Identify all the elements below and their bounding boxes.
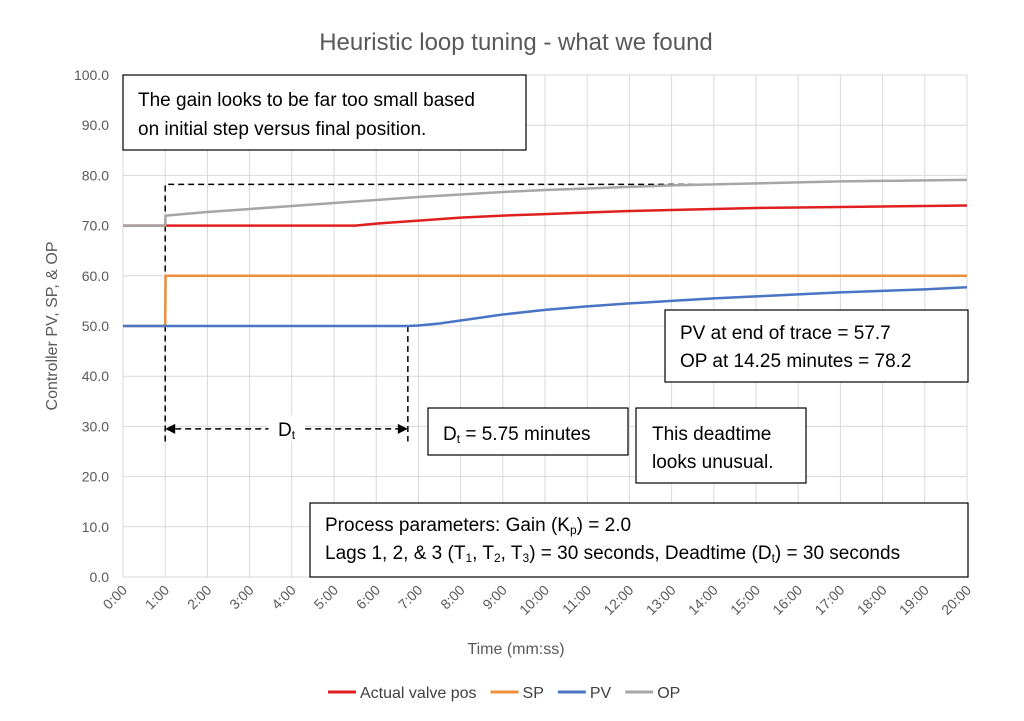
x-tick-label: 15:00	[727, 582, 763, 618]
x-tick-label: 0:00	[100, 582, 131, 613]
y-tick-label: 10.0	[82, 519, 109, 535]
x-tick-label: 13:00	[643, 582, 679, 618]
gain-note-text: on initial step versus final position.	[138, 119, 426, 140]
deadtime-note-text: This deadtime	[652, 424, 771, 445]
x-tick-label: 6:00	[353, 582, 384, 613]
x-tick-label: 11:00	[559, 582, 595, 618]
x-tick-label: 19:00	[896, 582, 932, 618]
deadtime-arrow-head-right	[397, 423, 408, 434]
gain-note-box	[122, 74, 527, 151]
series-line-op	[123, 178, 968, 227]
dt-label-bg	[268, 414, 305, 441]
legend: Actual valve pos SP PV OP	[328, 685, 680, 702]
y-tick-label: 40.0	[82, 368, 109, 384]
x-tick-label: 8:00	[437, 582, 468, 613]
x-tick-label: 9:00	[479, 582, 510, 613]
process-params-box	[309, 502, 969, 578]
y-axis-label: Controller PV, SP, & OP	[44, 242, 61, 411]
deadtime-note-text: looks unusual.	[652, 452, 773, 473]
y-tick-label: 70.0	[82, 218, 109, 234]
x-tick-label: 14:00	[685, 582, 721, 618]
x-tick-label: 2:00	[184, 582, 215, 613]
y-tick-label: 100.0	[74, 67, 109, 83]
x-tick-label: 3:00	[226, 582, 257, 613]
deadtime-guides	[164, 183, 725, 442]
y-tick-label: 60.0	[82, 268, 109, 284]
deadtime-arrow-head-left	[165, 423, 176, 434]
x-tick-label: 16:00	[769, 582, 805, 618]
deadtime-note-box	[635, 407, 807, 484]
x-tick-label: 18:00	[854, 582, 890, 618]
y-tick-labels: 0.0 10.0 20.0 30.0 40.0 50.0 60.0 70.0 80.0 90.0 1…	[74, 67, 109, 585]
deadtime-value-text: Dt = 5.75 minutes	[443, 424, 591, 446]
x-tick-label: 4:00	[268, 582, 299, 613]
x-tick-label: 5:00	[311, 582, 342, 613]
x-tick-labels: 0:00 1:00 2:00 3:00 4:00 5:00 6:00 7:00 8:00 9:00…	[100, 582, 975, 618]
chart-title: Heuristic loop tuning - what we found	[319, 29, 713, 56]
series-line-pv	[123, 286, 968, 328]
y-tick-label: 20.0	[82, 469, 109, 485]
x-tick-label: 7:00	[395, 582, 426, 613]
pv-op-note-text: PV at end of trace = 57.7	[680, 323, 891, 344]
pv-op-note-text: OP at 14.25 minutes = 78.2	[680, 351, 912, 372]
series-line-actual-valve-pos	[123, 204, 968, 227]
legend-label: PV	[590, 685, 612, 702]
legend-label: Actual valve pos	[360, 685, 477, 702]
legend-label: OP	[657, 685, 680, 702]
process-params-line1: Process parameters: Gain (Kp) = 2.0	[325, 515, 631, 537]
x-tick-label: 20:00	[938, 582, 974, 618]
y-tick-label: 80.0	[82, 167, 109, 183]
x-tick-label: 17:00	[811, 582, 847, 618]
gain-note-text: The gain looks to be far too small based	[138, 90, 475, 111]
y-tick-label: 50.0	[82, 318, 109, 334]
process-params-line2: Lags 1, 2, & 3 (T1, T2, T3) = 30 seconds…	[325, 543, 900, 565]
x-axis-label: Time (mm:ss)	[467, 641, 564, 658]
annotations: The gain looks to be far too small based…	[122, 74, 969, 578]
x-tick-label: 1:00	[142, 582, 173, 613]
x-tick-label: 12:00	[600, 582, 636, 618]
pv-op-note-box	[664, 309, 969, 383]
x-tick-label: 10:00	[516, 582, 552, 618]
op-guide-line	[164, 183, 725, 442]
y-tick-label: 30.0	[82, 418, 109, 434]
deadtime-value-box	[427, 407, 629, 456]
dt-arrow-label: Dt	[278, 420, 296, 442]
y-tick-label: 0.0	[90, 569, 110, 585]
legend-label: SP	[523, 685, 544, 702]
y-tick-label: 90.0	[82, 117, 109, 133]
series-lines	[123, 178, 968, 328]
